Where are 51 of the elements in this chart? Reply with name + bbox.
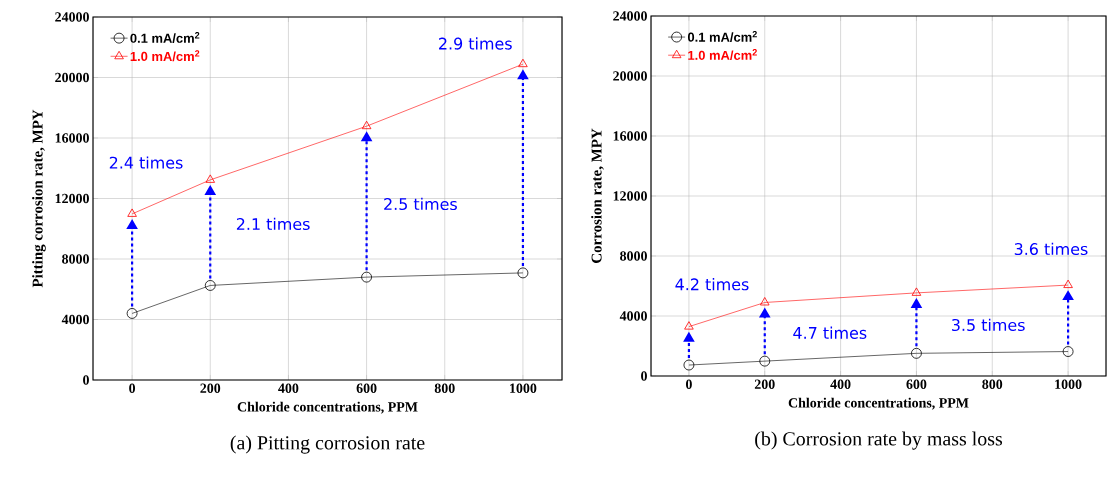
point <box>517 267 529 279</box>
x-tick-label: 200 <box>200 383 221 393</box>
legend-label: 1.0 mA/cm$^{2}$ <box>130 50 200 62</box>
point <box>361 271 372 283</box>
y-tick-label: 8000 <box>620 251 647 261</box>
x-tick-label: 1000 <box>510 383 537 393</box>
y-tick-label: 4000 <box>619 311 647 321</box>
x-tick-label: 200 <box>754 379 775 389</box>
legend-label: 1.0 mA/cm$^{2}$ <box>688 49 757 61</box>
x-tick-label: 400 <box>830 379 851 389</box>
legend-label: 0.1 mA/cm$^{2}$ <box>687 30 757 42</box>
x-tick-label: 600 <box>906 379 927 389</box>
y-axis-title: Corrosion rate, MPY <box>591 128 604 263</box>
y-tick-label: 12000 <box>613 191 647 201</box>
annotation: 3.5 times <box>952 318 1025 332</box>
y-tick-label: 20000 <box>55 72 89 83</box>
annotation: 2.4 times <box>109 156 183 169</box>
y-axis-title: Pitting corrosion rate, MPY <box>32 109 46 288</box>
x-tick-label: 0 <box>129 383 136 393</box>
y-tick-label: 0 <box>641 371 647 381</box>
y-tick-label: 24000 <box>613 11 647 21</box>
x-tick-label: 0 <box>685 379 692 389</box>
x-tick-label: 800 <box>982 379 1003 389</box>
x-tick-label: 800 <box>434 383 455 393</box>
x-tick-label: 1000 <box>1055 379 1082 389</box>
y-tick-label: 8000 <box>62 254 89 264</box>
annotation: 4.7 times <box>793 326 867 339</box>
legend-label: 0.1 mA/cm$^{2}$ <box>130 32 200 43</box>
point <box>204 280 216 291</box>
text: (b) Corrosion rate by mass loss <box>755 431 1003 450</box>
x-tick-label: 600 <box>356 383 377 393</box>
y-tick-label: 24000 <box>55 12 89 22</box>
y-tick-label: 12000 <box>55 193 89 204</box>
annotation: 2.1 times <box>236 217 310 231</box>
y-tick-label: 16000 <box>55 133 89 143</box>
y-tick-label: 16000 <box>613 131 647 141</box>
point <box>127 208 137 217</box>
annotation: 2.9 times <box>439 37 512 50</box>
text: (a) Pitting corrosion rate <box>230 435 425 454</box>
annotation: 4.2 times <box>675 278 749 291</box>
point <box>205 174 215 183</box>
x-tick-label: 400 <box>278 383 299 393</box>
annotation: 2.5 times <box>384 197 457 211</box>
point <box>518 58 528 68</box>
y-tick-label: 20000 <box>613 71 647 81</box>
point <box>126 308 138 319</box>
x-axis-title: Chloride concentrations, PPM <box>788 397 969 410</box>
annotation: 3.6 times <box>1014 242 1088 256</box>
point <box>361 120 372 130</box>
x-axis-title: Chloride concentrations, PPM <box>237 401 418 414</box>
y-tick-label: 4000 <box>61 314 89 325</box>
